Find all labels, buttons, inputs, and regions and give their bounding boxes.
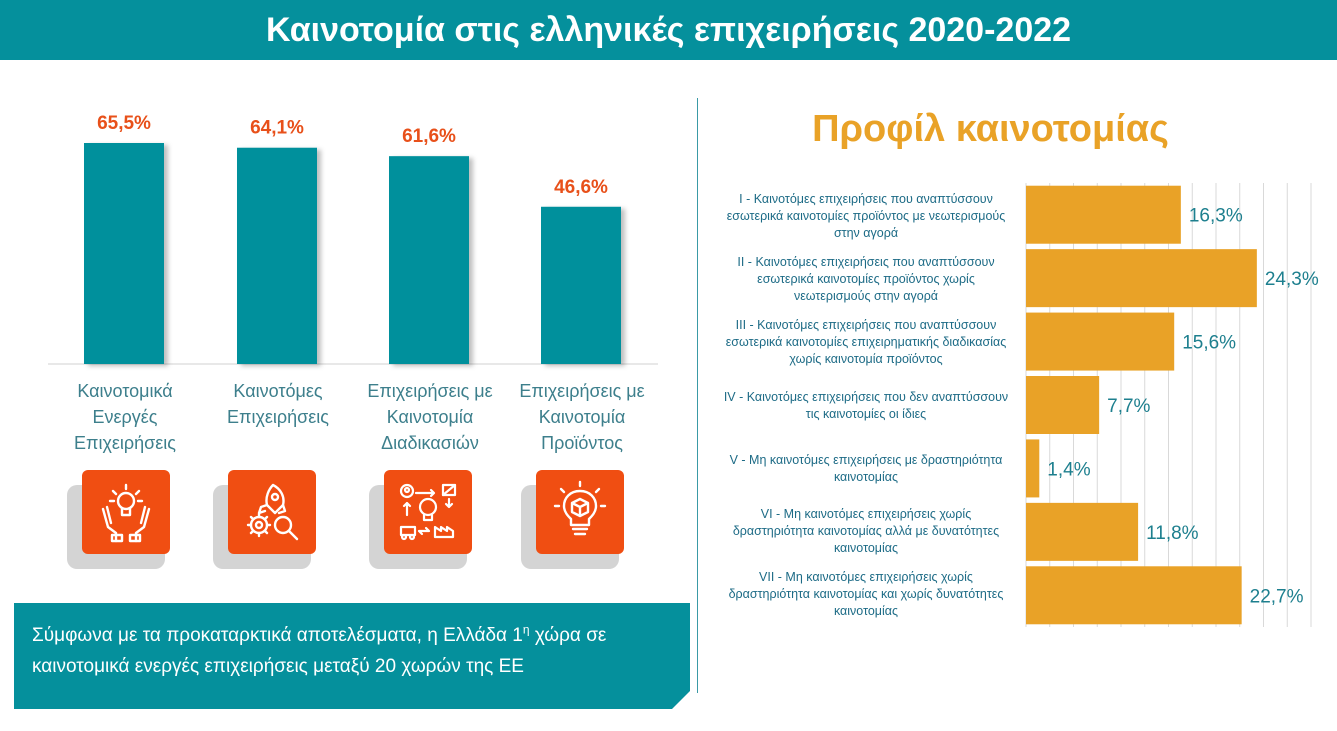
profile-bar-6 (1026, 502, 1139, 561)
bar-4 (541, 206, 621, 364)
bar-value-label-1: 65,5% (97, 113, 151, 134)
profile-category-label-3: III - Καινοτόμες επιχειρήσεις που αναπτύ… (725, 318, 1007, 366)
note-text-before: Σύμφωνα με τα προκαταρκτικά αποτελέσματα… (32, 625, 523, 646)
left-bar-chart-svg: 65,5% 64,1% 61,6% 46,6% (48, 113, 658, 365)
profile-category-label-5: V - Μη καινοτόμες επιχειρήσεις με δραστη… (729, 453, 1003, 484)
profile-category-label-2: II - Καινοτόμες επιχειρήσεις που αναπτύσ… (737, 255, 995, 303)
page-title: Καινοτομία στις ελληνικές επιχειρήσεις 2… (0, 0, 1337, 60)
bar-3 (389, 156, 469, 364)
profile-bar-value-3: 15,6% (1182, 333, 1236, 354)
note-text-after: χώρα σε καινοτομικά ενεργές επιχειρήσεις… (32, 625, 607, 677)
lightbulb-box-icon (521, 470, 634, 569)
profile-bar-value-6: 11,8% (1146, 523, 1199, 544)
innovation-profile-chart: 16,3% 24,3% 15,6% 7,7% 1,4% 11,8% 22,7% (1025, 183, 1326, 627)
innovation-profile-title: Προφίλ καινοτομίας (812, 108, 1169, 150)
profile-bar-value-2: 24,3% (1265, 269, 1319, 290)
profile-bar-value-1: 16,3% (1189, 206, 1243, 227)
profile-bar-1 (1026, 185, 1181, 244)
profile-bar-5 (1026, 439, 1040, 498)
profile-bar-7 (1026, 566, 1242, 625)
bar-value-label-2: 64,1% (250, 118, 304, 139)
note-superscript: η (522, 622, 530, 637)
profile-bar-3 (1026, 312, 1175, 371)
column-divider (697, 98, 698, 693)
bar-1 (84, 143, 164, 364)
profile-bar-value-5: 1,4% (1047, 459, 1090, 480)
note-corner-fold (672, 691, 690, 709)
profile-category-label-1: I - Καινοτόμες επιχειρήσεις που αναπτύσσ… (726, 192, 1006, 240)
category-label-innovative: Καινοτόμες Επιχειρήσεις (227, 381, 329, 427)
category-label-process: Επιχειρήσεις με Καινοτομία Διαδικασιών (367, 381, 493, 453)
category-label-product: Επιχειρήσεις με Καινοτομία Προϊόντος (519, 381, 645, 453)
bar-value-label-4: 46,6% (554, 177, 608, 198)
profile-category-label-6: VI - Μη καινοτόμες επιχειρήσεις χωρίς δρ… (732, 507, 1000, 555)
profile-bar-2 (1026, 249, 1257, 308)
profile-category-label-4: IV - Καινοτόμες επιχειρήσεις που δεν ανα… (723, 390, 1009, 421)
profile-bar-4 (1026, 376, 1100, 434)
bar-2 (237, 147, 317, 364)
bar-value-label-3: 61,6% (402, 126, 456, 147)
hands-raised-lightbulb-icon (67, 470, 180, 569)
profile-bar-value-7: 22,7% (1250, 586, 1304, 607)
summary-note: Σύμφωνα με τα προκαταρκτικά αποτελέσματα… (14, 603, 690, 709)
profile-bar-value-4: 7,7% (1107, 396, 1150, 417)
innovation-profile-chart-svg: 16,3% 24,3% 15,6% 7,7% 1,4% 11,8% 22,7% (1025, 183, 1319, 627)
rocket-gear-search-icon (213, 470, 326, 569)
profile-category-label-7: VII - Μη καινοτόμες επιχειρήσεις χωρίς δ… (728, 570, 1004, 618)
left-bar-chart: 65,5% 64,1% 61,6% 46,6% (48, 100, 658, 370)
category-label-active: Καινοτομικά Ενεργές Επιχειρήσεις (74, 381, 176, 453)
process-lightbulb-factory-icon (369, 470, 482, 569)
